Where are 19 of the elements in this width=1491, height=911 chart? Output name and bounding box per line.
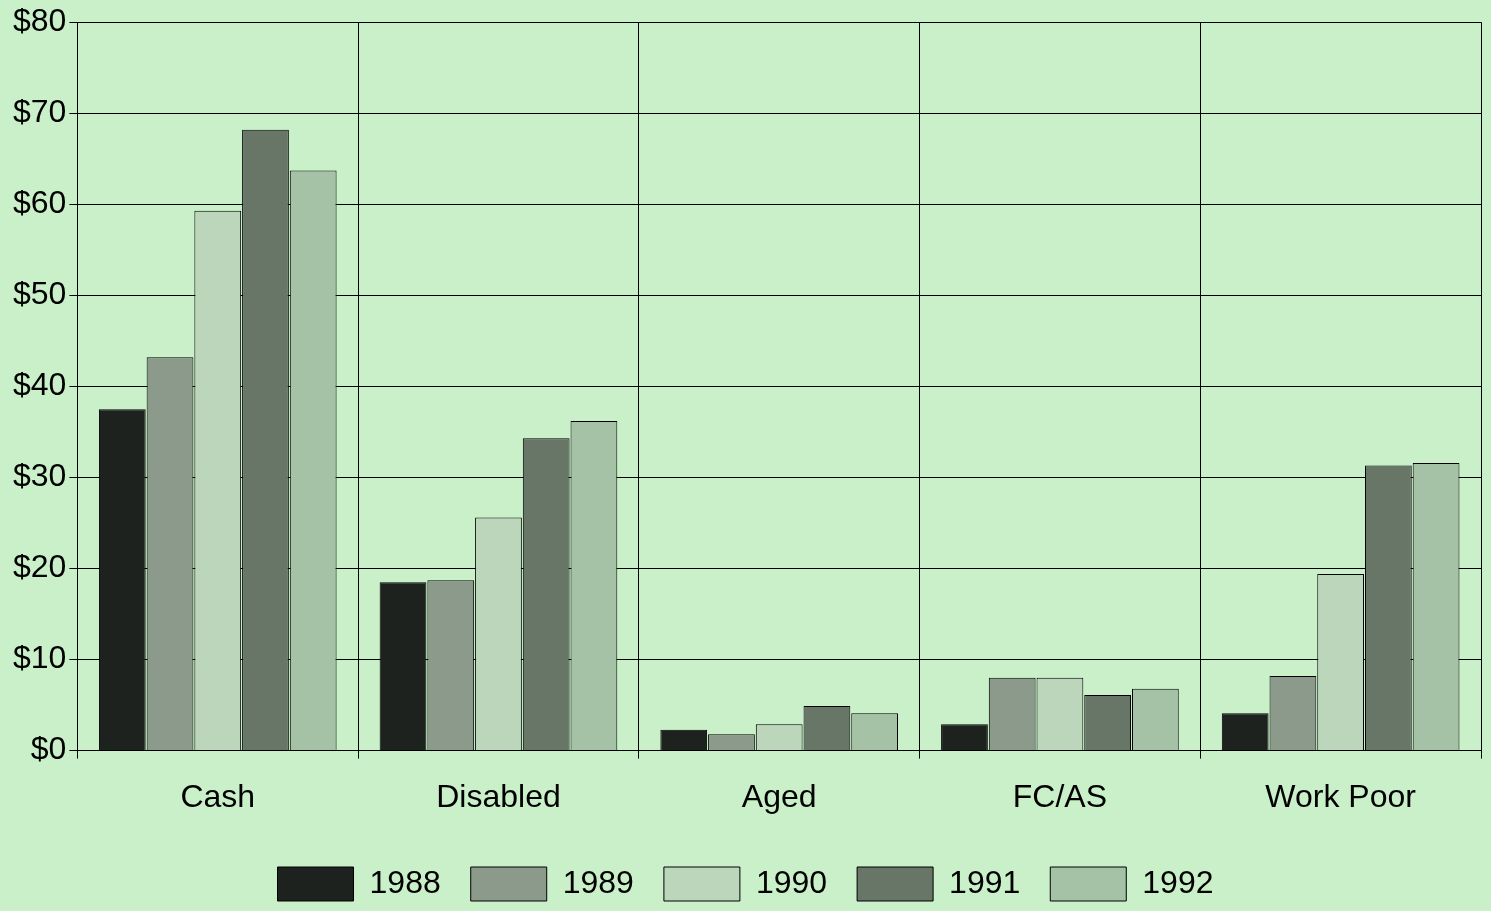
x-tick-label: Disabled	[436, 777, 561, 814]
y-tick-label: $30	[13, 457, 67, 494]
y-tick-label: $20	[13, 548, 67, 585]
y-tick-label: $70	[13, 93, 67, 130]
legend-label: 1989	[562, 863, 634, 900]
x-tick-label: Work Poor	[1265, 777, 1417, 814]
legend-label: 1992	[1142, 863, 1214, 900]
legend-label: 1991	[949, 863, 1021, 900]
x-tick-label: Aged	[741, 777, 817, 814]
legend-label: 1988	[369, 863, 441, 900]
y-tick-label: $80	[13, 2, 67, 39]
y-tick-label: $10	[13, 639, 67, 676]
x-tick-label: FC/AS	[1012, 777, 1108, 814]
legend-label: 1990	[755, 863, 828, 900]
y-tick-label: $50	[13, 275, 67, 312]
x-tick-label: Cash	[180, 777, 256, 814]
y-tick-label: $0	[30, 730, 67, 767]
y-tick-label: $40	[13, 366, 67, 403]
y-tick-label: $60	[13, 184, 67, 221]
